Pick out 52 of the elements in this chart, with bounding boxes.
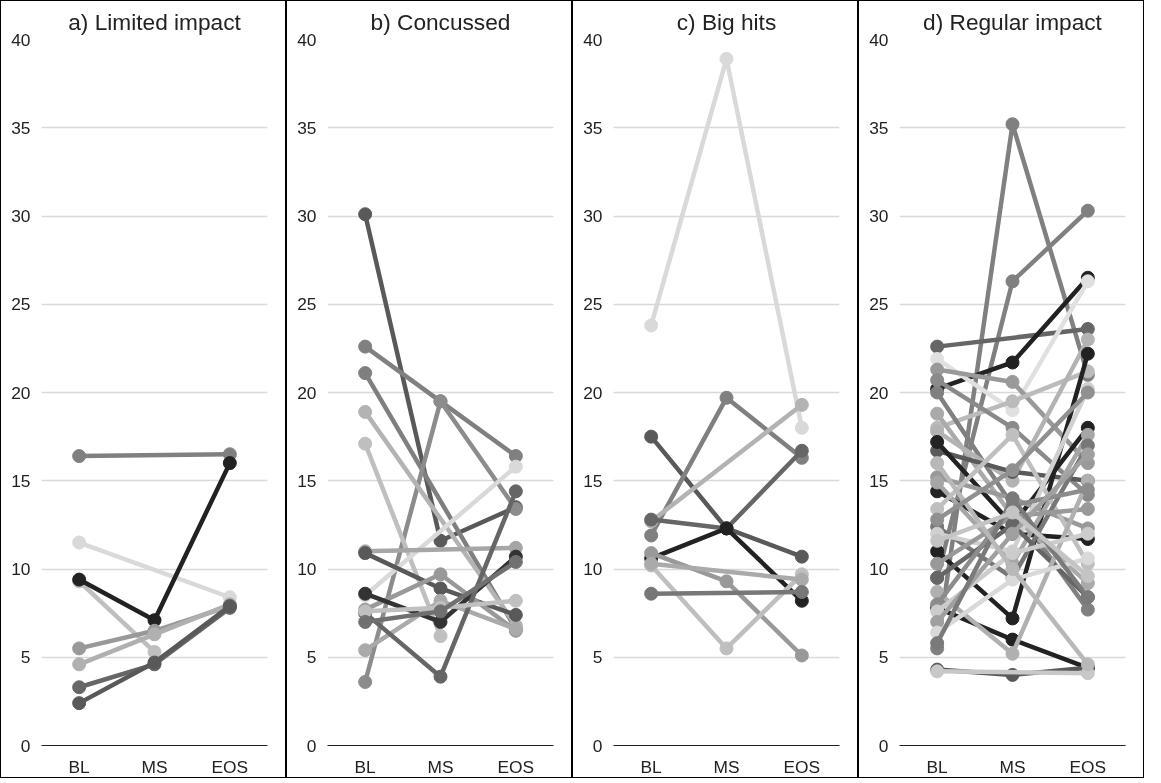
y-tick-label: 25 — [583, 294, 603, 315]
chart-title: c) Big hits — [676, 8, 777, 35]
y-tick-label: 5 — [592, 647, 603, 668]
y-tick-label: 10 — [583, 559, 603, 579]
y-tick-label: 30 — [583, 206, 603, 226]
y-tick-label: 20 — [583, 382, 603, 403]
chart-title: b) Concussed — [370, 8, 511, 35]
x-tick-label: BL — [926, 756, 949, 777]
y-tick-label: 35 — [583, 117, 603, 138]
y-tick-label: 20 — [297, 382, 317, 403]
x-tick-label: EOS — [1069, 756, 1107, 777]
chart-title: a) Limited impact — [68, 8, 242, 35]
y-tick-label: 5 — [20, 647, 31, 668]
x-tick-label: MS — [713, 756, 740, 777]
y-tick-label: 10 — [297, 559, 317, 579]
y-tick-label: 5 — [878, 647, 889, 668]
y-tick-label: 15 — [583, 470, 603, 491]
y-tick-label: 30 — [11, 206, 31, 226]
x-tick-label: EOS — [783, 756, 821, 777]
y-tick-label: 0 — [20, 735, 31, 756]
x-tick-label: BL — [354, 756, 377, 777]
y-tick-label: 25 — [869, 294, 889, 315]
y-tick-label: 20 — [869, 382, 889, 403]
y-tick-label: 30 — [297, 206, 317, 226]
y-tick-label: 25 — [11, 294, 31, 315]
y-tick-label: 30 — [869, 206, 889, 226]
y-tick-label: 10 — [11, 559, 31, 579]
x-tick-label: BL — [640, 756, 663, 777]
y-tick-label: 20 — [11, 382, 31, 403]
y-tick-label: 15 — [869, 470, 889, 491]
y-tick-label: 15 — [11, 470, 31, 491]
y-tick-label: 0 — [878, 735, 889, 756]
y-tick-label: 35 — [297, 117, 317, 138]
y-tick-label: 40 — [583, 29, 603, 50]
y-tick-label: 35 — [11, 117, 31, 138]
y-tick-label: 40 — [11, 29, 31, 50]
chart-title: d) Regular impact — [923, 8, 1103, 35]
x-tick-label: MS — [427, 756, 454, 777]
x-tick-label: MS — [141, 756, 168, 777]
y-tick-label: 35 — [869, 117, 889, 138]
x-tick-label: EOS — [211, 756, 249, 777]
y-tick-label: 10 — [869, 559, 889, 579]
y-tick-label: 40 — [869, 29, 889, 50]
y-tick-label: 5 — [306, 647, 317, 668]
x-tick-label: BL — [68, 756, 91, 777]
y-tick-label: 40 — [297, 29, 317, 50]
y-tick-label: 0 — [592, 735, 603, 756]
x-tick-label: MS — [999, 756, 1026, 777]
y-tick-label: 0 — [306, 735, 317, 756]
y-tick-label: 25 — [297, 294, 317, 315]
x-tick-label: EOS — [497, 756, 535, 777]
y-tick-label: 15 — [297, 470, 317, 491]
